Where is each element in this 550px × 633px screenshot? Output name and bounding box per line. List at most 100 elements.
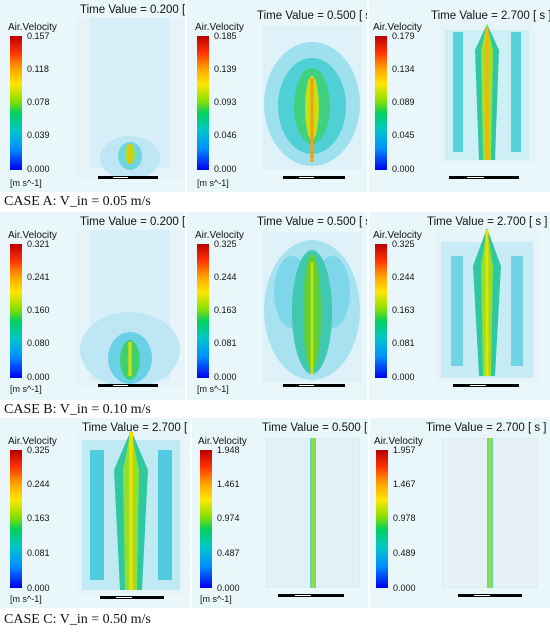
case-c-label: CASE C: V_in = 0.50 m/s [4,612,151,627]
tick-label: 0.974 [217,513,240,523]
tick-label: 0.000 [392,164,415,174]
tick-label: 0.000 [214,372,237,382]
tick-label: 0.978 [393,513,416,523]
time-title: Time Value = 2.700 [ s ] [82,422,190,434]
velocity-field-a3 [439,20,535,164]
tick-label: 0.081 [27,548,50,558]
tick-label: 0.163 [392,305,415,315]
case-b-row: Time Value = 0.200 [ s ] Air.Velocity 0.… [0,212,550,418]
tick-label: 1.461 [217,479,240,489]
case-c-row: Time Value = 2.700 [ s ] Air.Velocity 0.… [0,418,550,633]
panel-c2: Time Value = 0.500 [ s ] Air.Velocity 1.… [192,418,368,608]
tick-label: 0.080 [27,338,50,348]
legend-title: Air.Velocity [8,22,57,33]
velocity-field-a1 [75,18,185,178]
tick-label: 0.000 [27,372,50,382]
panel-b2: Time Value = 0.500 [ s ] Air.Velocity 0.… [187,212,367,400]
tick-label: 1.957 [393,445,416,455]
scale-bar [283,176,345,186]
tick-label: 0.000 [392,372,415,382]
velocity-field-c2 [266,438,360,588]
time-title: Time Value = 0.500 [ s ] [257,10,367,22]
panel-a3: Time Value = 2.700 [ s ] Air.Velocity 0.… [369,0,550,192]
tick-label: 0.078 [27,97,50,107]
tick-label: 0.163 [27,513,50,523]
panel-c1: Time Value = 2.700 [ s ] Air.Velocity 0.… [0,418,190,608]
colorbar [376,450,388,588]
scale-bar [100,596,164,606]
colorbar [200,450,212,588]
velocity-field-c1 [78,430,184,594]
legend-unit: [m s^-1] [197,384,229,394]
case-b-label: CASE B: V_in = 0.10 m/s [4,402,151,417]
tick-label: 0.000 [393,583,416,593]
scale-bar [283,384,345,394]
panel-a2: Time Value = 0.500 [ s ] Air.Velocity 0.… [187,0,367,192]
time-title: Time Value = 0.200 [ s ] [80,4,185,16]
legend-unit: [m s^-1] [10,178,42,188]
legend-title: Air.Velocity [195,22,244,33]
tick-label: 0.000 [27,164,50,174]
time-title: Time Value = 2.700 [ s ] [426,422,547,434]
time-title: Time Value = 0.500 [ s ] [262,422,368,434]
legend-unit: [m s^-1] [197,178,229,188]
colorbar [197,36,209,170]
tick-label: 0.241 [27,272,50,282]
panel-b1: Time Value = 0.200 [ s ] Air.Velocity 0.… [0,212,185,400]
time-title: Time Value = 2.700 [ s ] [431,10,550,22]
tick-label: 0.489 [393,548,416,558]
tick-label: 0.185 [214,31,237,41]
tick-label: 0.163 [214,305,237,315]
velocity-field-b1 [75,230,185,386]
colorbar [197,244,209,378]
tick-label: 0.244 [27,479,50,489]
time-title: Time Value = 2.700 [ s ] [427,216,548,228]
scale-bar [278,594,344,604]
tick-label: 0.325 [27,445,50,455]
time-title: Time Value = 0.500 [ s ] [257,216,367,228]
legend-title: Air.Velocity [373,22,422,33]
tick-label: 0.089 [392,97,415,107]
colorbar [375,244,387,378]
tick-label: 0.160 [27,305,50,315]
legend-unit: [m s^-1] [200,594,232,604]
panel-c3: Time Value = 2.700 [ s ] Air.Velocity 1.… [370,418,550,608]
velocity-field-b2 [262,232,362,382]
scale-bar [449,176,519,186]
legend-title: Air.Velocity [374,436,423,447]
tick-label: 0.000 [217,583,240,593]
tick-label: 0.244 [214,272,237,282]
tick-label: 0.000 [27,583,50,593]
colorbar [10,244,22,378]
tick-label: 0.244 [392,272,415,282]
tick-label: 1.948 [217,445,240,455]
velocity-field-c3 [442,438,538,588]
tick-label: 0.487 [217,548,240,558]
tick-label: 0.325 [214,239,237,249]
tick-label: 0.325 [392,239,415,249]
tick-label: 0.179 [392,31,415,41]
tick-label: 0.045 [392,130,415,140]
velocity-field-a2 [262,26,362,170]
panel-b3: Time Value = 2.700 [ s ] Air.Velocity 0.… [369,212,550,400]
panel-a1: Time Value = 0.200 [ s ] Air.Velocity 0.… [0,0,185,192]
tick-label: 0.321 [27,239,50,249]
colorbar [10,36,22,170]
legend-title: Air.Velocity [198,436,247,447]
tick-label: 0.157 [27,31,50,41]
colorbar [10,450,22,588]
case-a-label: CASE A: V_in = 0.05 m/s [4,194,151,209]
legend-title: Air.Velocity [8,436,57,447]
legend-unit: [m s^-1] [10,384,42,394]
tick-label: 0.081 [214,338,237,348]
tick-label: 0.134 [392,64,415,74]
tick-label: 0.093 [214,97,237,107]
legend-title: Air.Velocity [8,230,57,241]
scale-bar [98,384,158,394]
case-a-row: Time Value = 0.200 [ s ] Air.Velocity 0.… [0,0,550,212]
tick-label: 0.139 [214,64,237,74]
tick-label: 1.467 [393,479,416,489]
colorbar [375,36,387,170]
tick-label: 0.118 [27,64,49,74]
tick-label: 0.081 [392,338,415,348]
